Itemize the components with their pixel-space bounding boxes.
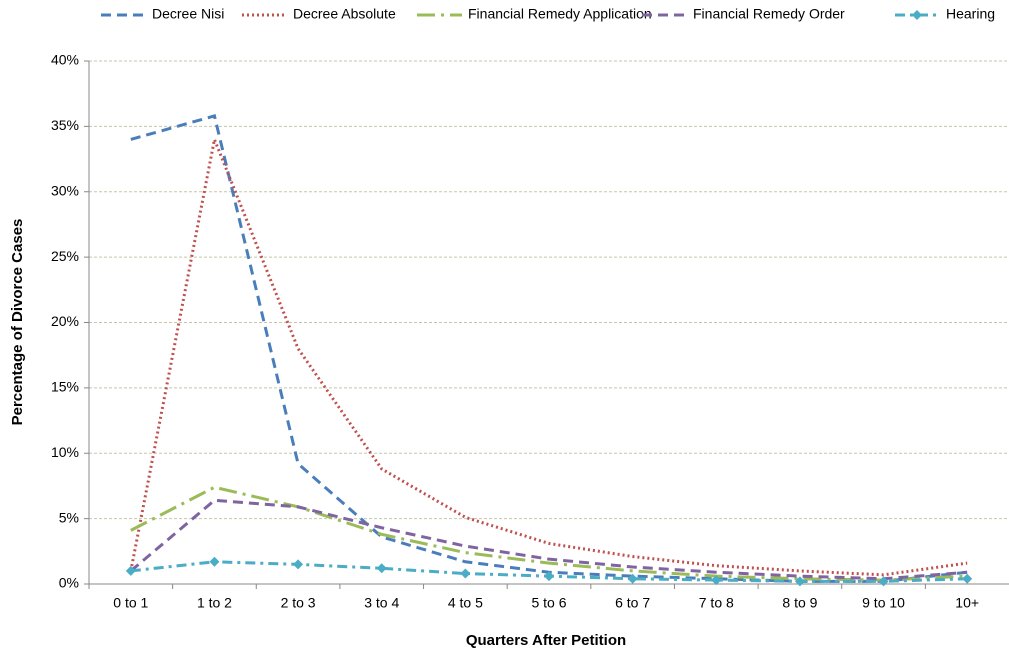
y-tick-label: 30% xyxy=(51,182,79,198)
series-marker xyxy=(460,568,471,579)
x-tick-label: 2 to 3 xyxy=(281,595,316,611)
series-line xyxy=(129,134,968,577)
x-axis-title: Quarters After Petition xyxy=(466,632,626,649)
series-marker xyxy=(125,565,136,576)
series-line xyxy=(129,498,968,581)
y-tick-label: 35% xyxy=(51,117,79,133)
x-tick-label: 3 to 4 xyxy=(364,595,399,611)
legend-label: Financial Remedy Application xyxy=(468,6,652,22)
legend-label: Financial Remedy Order xyxy=(693,6,845,22)
series-marker xyxy=(711,575,722,586)
y-axis-title: Percentage of Divorce Cases xyxy=(9,219,26,426)
legend-label: Hearing xyxy=(946,6,995,22)
series-marker xyxy=(962,573,973,584)
series-marker xyxy=(209,556,220,567)
y-tick-label: 0% xyxy=(59,575,79,591)
y-tick-label: 40% xyxy=(51,52,79,68)
y-tick-label: 25% xyxy=(51,248,79,264)
y-tick-label: 15% xyxy=(51,379,79,395)
legend-label: Decree Nisi xyxy=(152,6,224,22)
x-tick-label: 8 to 9 xyxy=(782,595,817,611)
x-tick-label: 4 to 5 xyxy=(448,595,483,611)
x-tick-label: 10+ xyxy=(955,595,979,611)
series-line xyxy=(130,485,968,582)
series-marker xyxy=(627,573,638,584)
x-tick-label: 9 to 10 xyxy=(862,595,905,611)
y-tick-label: 20% xyxy=(51,313,79,329)
y-tick-label: 10% xyxy=(51,444,79,460)
series-marker xyxy=(878,576,889,587)
x-tick-label: 6 to 7 xyxy=(615,595,650,611)
series-marker xyxy=(794,576,805,587)
x-tick-label: 7 to 8 xyxy=(699,595,734,611)
x-tick-label: 5 to 6 xyxy=(531,595,566,611)
series-marker xyxy=(293,559,304,570)
series-marker xyxy=(376,563,387,574)
x-tick-label: 1 to 2 xyxy=(197,595,232,611)
x-tick-label: 0 to 1 xyxy=(113,595,148,611)
series-line xyxy=(130,114,968,583)
y-tick-label: 5% xyxy=(59,509,79,525)
legend-marker xyxy=(912,10,922,20)
series-marker xyxy=(544,571,554,582)
legend-label: Decree Absolute xyxy=(293,6,396,22)
